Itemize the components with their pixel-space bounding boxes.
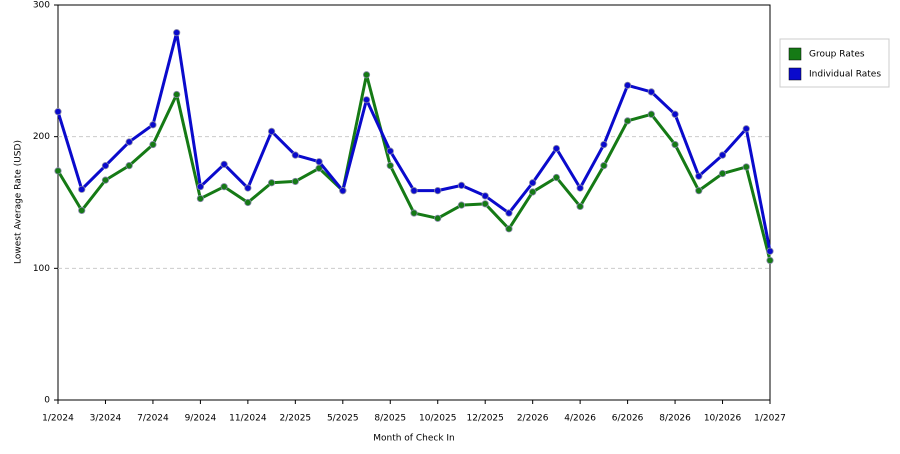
legend-swatch <box>788 47 802 61</box>
data-point <box>552 173 561 182</box>
data-point <box>291 151 299 159</box>
y-tick-label: 300 <box>33 1 50 11</box>
x-tick-label: 1/2024 <box>42 414 74 424</box>
data-point <box>529 188 537 196</box>
data-point <box>244 198 252 207</box>
x-tick-label: 11/2024 <box>229 414 267 424</box>
data-point <box>386 147 394 155</box>
data-point <box>196 183 204 191</box>
data-point <box>362 96 371 104</box>
data-point <box>623 81 632 89</box>
data-point <box>339 187 347 195</box>
x-tick-label: 6/2026 <box>612 414 644 424</box>
data-point <box>457 181 466 189</box>
data-point <box>529 179 537 187</box>
x-tick-label: 4/2026 <box>564 414 596 424</box>
x-tick-label: 10/2026 <box>704 414 742 424</box>
data-point <box>410 209 418 217</box>
data-point <box>220 183 228 191</box>
data-point <box>647 88 655 96</box>
legend-label: Group Rates <box>809 50 865 60</box>
data-point <box>576 202 584 211</box>
data-point <box>647 110 655 118</box>
data-point <box>671 140 679 149</box>
x-tick-label: 1/2027 <box>754 414 786 424</box>
x-tick-label: 12/2025 <box>467 414 504 424</box>
data-point <box>125 162 133 170</box>
x-tick-label: 10/2025 <box>419 414 456 424</box>
data-point <box>576 184 584 192</box>
data-point <box>291 177 299 186</box>
data-point <box>101 162 110 170</box>
data-point <box>173 90 181 99</box>
y-tick-label: 200 <box>33 132 50 142</box>
data-point <box>78 206 86 214</box>
x-tick-label: 3/2024 <box>90 414 122 424</box>
data-point <box>742 125 750 133</box>
data-point <box>505 225 513 233</box>
data-point <box>718 169 727 178</box>
legend-label: Individual Rates <box>809 70 881 80</box>
data-point <box>315 158 323 166</box>
data-point <box>173 29 181 37</box>
x-tick-label: 8/2026 <box>659 414 691 424</box>
data-point <box>244 184 252 192</box>
data-point <box>101 176 110 184</box>
data-point <box>600 140 608 149</box>
data-point <box>196 194 204 203</box>
data-point <box>267 127 276 135</box>
data-point <box>434 187 442 195</box>
y-axis-label: Lowest Average Rate (USD) <box>14 140 24 264</box>
data-point <box>718 151 727 159</box>
x-tick-label: 5/2025 <box>327 414 359 424</box>
data-point <box>78 185 86 193</box>
data-point <box>695 187 703 195</box>
x-tick-label: 9/2024 <box>185 414 217 424</box>
data-point <box>600 162 608 170</box>
data-point <box>481 192 489 200</box>
data-point <box>149 121 157 129</box>
y-tick-label: 100 <box>33 264 50 274</box>
data-point <box>766 256 774 265</box>
data-point <box>386 162 394 170</box>
data-point <box>220 160 228 168</box>
data-point <box>742 163 750 171</box>
data-point <box>671 110 679 118</box>
y-tick-label: 0 <box>44 396 50 406</box>
x-tick-label: 7/2024 <box>137 414 169 424</box>
x-tick-label: 2/2026 <box>517 414 549 424</box>
data-point <box>481 200 489 208</box>
data-point <box>410 187 418 195</box>
data-point <box>54 108 62 116</box>
x-tick-label: 2/2025 <box>279 414 311 424</box>
data-point <box>434 214 442 222</box>
data-point <box>54 167 62 175</box>
data-point <box>766 247 774 255</box>
data-point <box>267 179 276 187</box>
data-point <box>125 138 133 146</box>
legend-swatch <box>788 67 802 81</box>
x-axis-label: Month of Check In <box>373 434 455 444</box>
plot-area <box>57 4 771 401</box>
data-point <box>362 71 371 79</box>
data-point <box>552 144 561 153</box>
data-point <box>505 209 513 217</box>
data-point <box>695 172 703 180</box>
data-point <box>149 140 157 149</box>
data-point <box>623 117 632 125</box>
x-tick-label: 8/2025 <box>374 414 406 424</box>
data-point <box>457 201 466 209</box>
